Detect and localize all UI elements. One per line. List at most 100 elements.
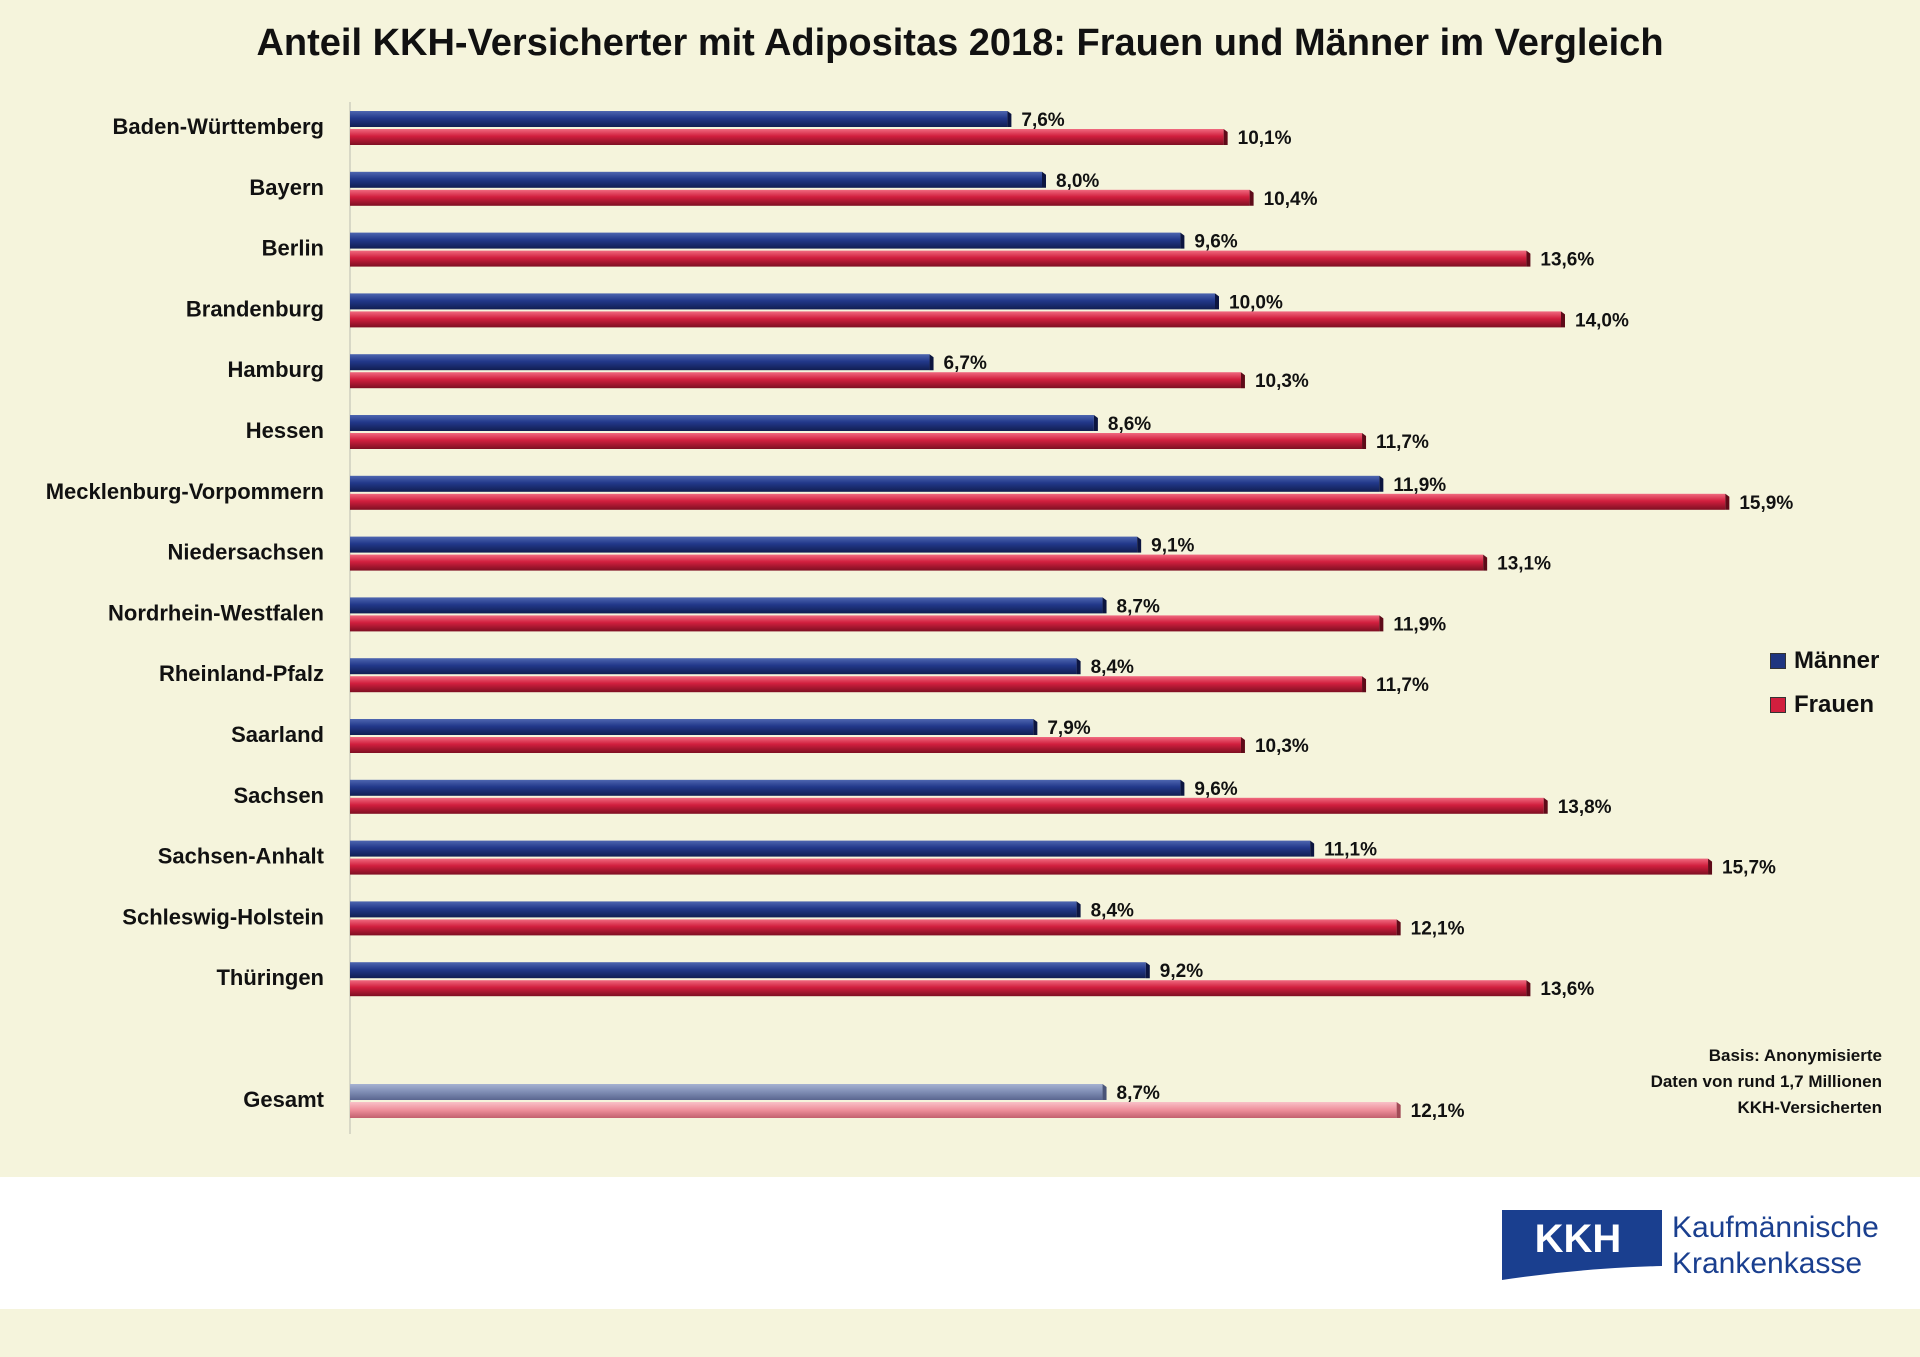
bar-cap-maenner-hessen (1093, 415, 1098, 431)
legend-item-frauen: Frauen (1770, 690, 1879, 720)
data-label-maenner-niedersachsen: 9,1% (1151, 536, 1194, 557)
bar-chart: Baden-Württemberg 7,6% 10,1% Bayern 8,0% 10,4… (46, 102, 1793, 1134)
logo-line-1: Kaufmännische (1672, 1211, 1879, 1244)
bar-cap-frauen-sachsen-anhalt (1708, 858, 1713, 875)
legend-swatch-frauen (1770, 697, 1786, 713)
data-label-maenner-baden-wuerttemberg: 7,6% (1021, 110, 1064, 131)
bar-cap-frauen-rheinland-pfalz (1362, 676, 1367, 693)
bar-cap-maenner-saarland (1033, 719, 1038, 735)
data-label-maenner-sachsen-anhalt: 11,1% (1324, 840, 1377, 861)
data-label-maenner-saarland: 7,9% (1047, 718, 1090, 739)
category-label-thueringen: Thüringen (216, 965, 324, 990)
category-label-saarland: Saarland (231, 722, 324, 747)
category-label-berlin: Berlin (262, 236, 324, 261)
bar-maenner-saarland (350, 719, 1034, 735)
bar-cap-maenner-mecklenburg-vorpommern (1379, 475, 1384, 492)
data-label-maenner-brandenburg: 10,0% (1229, 292, 1283, 313)
data-label-frauen-thueringen: 13,6% (1540, 979, 1594, 1000)
bar-cap-frauen-schleswig-holstein (1396, 919, 1401, 936)
bar-maenner-schleswig-holstein (350, 901, 1077, 918)
bar-frauen-hessen (350, 433, 1363, 449)
data-label-frauen-hamburg: 10,3% (1255, 371, 1309, 392)
category-label-brandenburg: Brandenburg (186, 296, 324, 321)
logo-line-2: Krankenkasse (1672, 1247, 1863, 1280)
category-label-mecklenburg-vorpommern: Mecklenburg-Vorpommern (46, 479, 324, 504)
category-label-hessen: Hessen (246, 418, 324, 443)
bar-frauen-gesamt (350, 1102, 1397, 1118)
bar-frauen-schleswig-holstein (350, 919, 1397, 936)
bar-frauen-nordrhein-westfalen (350, 615, 1380, 632)
bar-maenner-baden-wuerttemberg (350, 111, 1008, 127)
bottom-band (0, 1309, 1920, 1357)
chart-title: Anteil KKH-Versicherter mit Adipositas 2… (256, 22, 1664, 64)
bar-maenner-brandenburg (350, 293, 1215, 310)
bar-maenner-sachsen-anhalt (350, 840, 1311, 857)
data-label-frauen-berlin: 13,6% (1540, 250, 1594, 271)
bar-maenner-berlin (350, 232, 1181, 249)
bar-maenner-sachsen (350, 779, 1181, 796)
data-label-maenner-thueringen: 9,2% (1160, 961, 1203, 982)
bar-cap-maenner-thueringen (1145, 962, 1150, 979)
data-label-maenner-bayern: 8,0% (1056, 171, 1099, 192)
bar-maenner-thueringen (350, 962, 1146, 979)
bar-frauen-bayern (350, 189, 1250, 206)
category-label-hamburg: Hamburg (227, 357, 324, 382)
category-label-gesamt: Gesamt (243, 1087, 324, 1112)
bar-cap-frauen-brandenburg (1561, 311, 1565, 328)
data-label-frauen-sachsen-anhalt: 15,7% (1722, 858, 1776, 879)
category-label-sachsen: Sachsen (234, 783, 325, 808)
bar-frauen-sachsen-anhalt (350, 858, 1709, 875)
bar-cap-maenner-bayern (1042, 171, 1046, 188)
bar-maenner-mecklenburg-vorpommern (350, 475, 1380, 492)
logo-text: Kaufmännische Krankenkasse (1672, 1210, 1879, 1282)
bar-cap-frauen-thueringen (1526, 980, 1531, 997)
logo-mark-text: KKH (1535, 1217, 1622, 1261)
bar-cap-maenner-sachsen-anhalt (1310, 840, 1315, 857)
data-label-maenner-hamburg: 6,7% (944, 353, 987, 374)
footnote-line: Basis: Anonymisierte (1708, 1046, 1882, 1065)
bar-cap-maenner-sachsen (1180, 779, 1185, 796)
bar-maenner-hamburg (350, 354, 930, 371)
legend: Männer Frauen (1770, 646, 1879, 734)
bar-cap-frauen-mecklenburg-vorpommern (1725, 493, 1730, 510)
bar-frauen-sachsen (350, 797, 1544, 814)
category-label-niedersachsen: Niedersachsen (167, 540, 324, 565)
bar-maenner-bayern (350, 171, 1042, 188)
data-label-maenner-gesamt: 8,7% (1117, 1083, 1160, 1104)
category-label-sachsen-anhalt: Sachsen-Anhalt (158, 844, 325, 869)
category-label-nordrhein-westfalen: Nordrhein-Westfalen (108, 600, 324, 625)
bar-frauen-baden-wuerttemberg (350, 129, 1224, 145)
data-label-frauen-brandenburg: 14,0% (1575, 310, 1629, 331)
data-label-frauen-schleswig-holstein: 12,1% (1411, 918, 1465, 939)
bar-cap-frauen-bayern (1249, 189, 1254, 206)
bar-frauen-mecklenburg-vorpommern (350, 493, 1726, 510)
data-label-frauen-gesamt: 12,1% (1411, 1101, 1465, 1122)
bar-cap-frauen-hessen (1362, 433, 1367, 449)
bar-cap-maenner-brandenburg (1215, 293, 1219, 310)
bar-cap-frauen-gesamt (1396, 1102, 1401, 1118)
bar-maenner-gesamt (350, 1084, 1103, 1100)
bar-cap-frauen-sachsen (1543, 797, 1548, 814)
data-label-frauen-baden-wuerttemberg: 10,1% (1238, 128, 1292, 149)
data-label-maenner-hessen: 8,6% (1108, 414, 1151, 435)
bar-cap-maenner-schleswig-holstein (1076, 901, 1081, 918)
bar-cap-maenner-niedersachsen (1137, 536, 1142, 553)
bar-cap-maenner-hamburg (929, 354, 934, 371)
bar-maenner-rheinland-pfalz (350, 658, 1077, 675)
footnote-line: Daten von rund 1,7 Millionen (1650, 1072, 1882, 1091)
bar-cap-frauen-berlin (1526, 250, 1531, 267)
footnote-line: KKH-Versicherten (1737, 1098, 1882, 1117)
bar-frauen-rheinland-pfalz (350, 676, 1363, 693)
legend-label-maenner: Männer (1794, 647, 1880, 674)
data-label-maenner-berlin: 9,6% (1194, 232, 1237, 253)
legend-swatch-maenner (1770, 653, 1786, 669)
bar-cap-maenner-nordrhein-westfalen (1102, 597, 1107, 614)
bar-cap-maenner-berlin (1180, 232, 1185, 249)
bar-frauen-hamburg (350, 372, 1241, 389)
data-label-frauen-niedersachsen: 13,1% (1497, 554, 1551, 575)
data-label-frauen-sachsen: 13,8% (1558, 797, 1612, 818)
category-label-bayern: Bayern (249, 175, 324, 200)
bar-maenner-nordrhein-westfalen (350, 597, 1103, 614)
bar-cap-frauen-niedersachsen (1483, 554, 1488, 571)
bar-cap-frauen-saarland (1240, 737, 1245, 753)
